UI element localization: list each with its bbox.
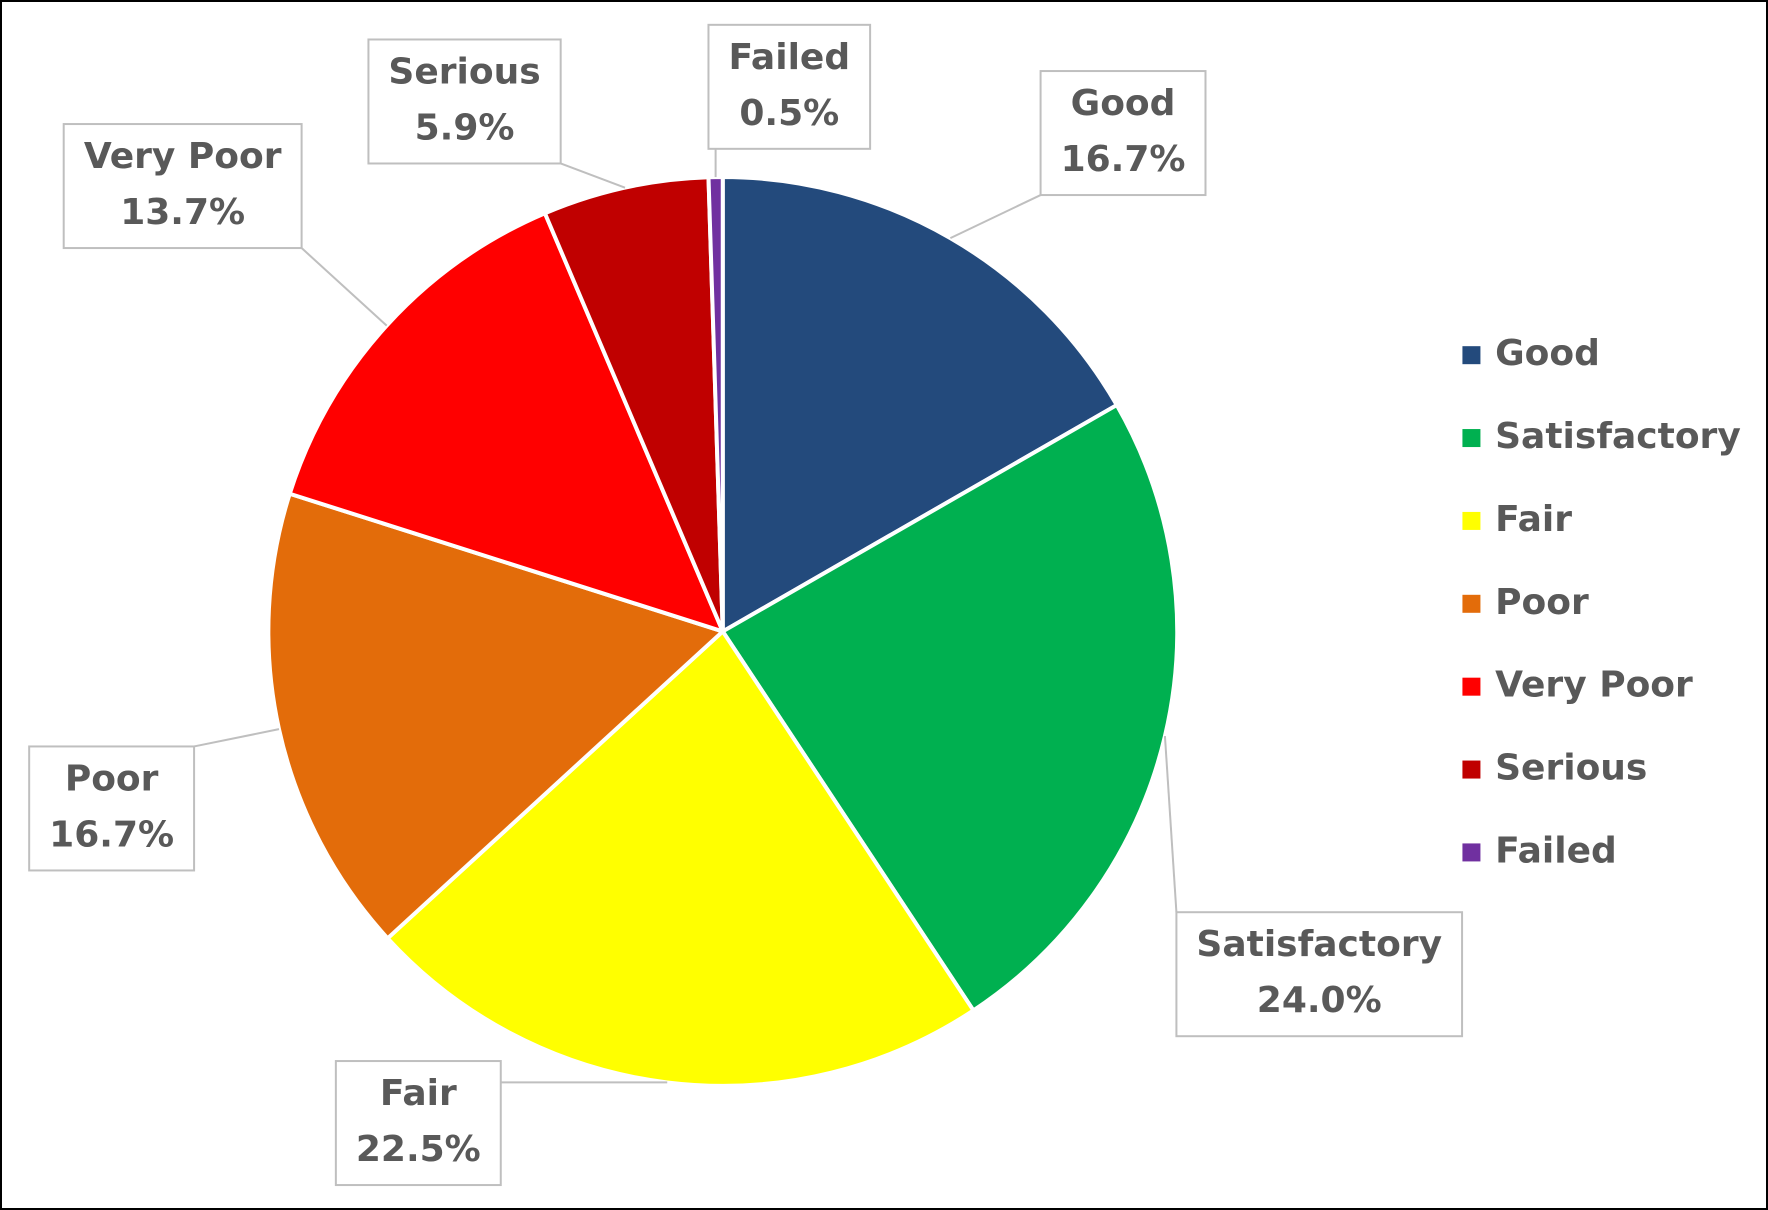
leader-line: [193, 728, 280, 748]
pie-slice: [720, 403, 1180, 1013]
data-label-name: Satisfactory: [1196, 924, 1442, 965]
legend-swatch: [1462, 346, 1481, 365]
data-label-value: 0.5%: [739, 93, 839, 134]
legend-swatch: [1462, 511, 1481, 530]
legend-label: Poor: [1495, 582, 1589, 623]
data-label: Serious 5.9%: [367, 38, 562, 165]
data-label-value: 13.7%: [120, 192, 245, 233]
leader-line: [1163, 736, 1178, 913]
legend-swatch: [1462, 843, 1481, 862]
legend-swatch: [1462, 594, 1481, 613]
leader-line: [560, 162, 626, 189]
data-label-value: 16.7%: [1061, 139, 1186, 180]
legend-label: Satisfactory: [1495, 416, 1741, 457]
data-label-value: 24.0%: [1257, 980, 1382, 1021]
label-box: [1039, 70, 1207, 197]
data-label: Fair 22.5%: [334, 1060, 502, 1187]
leader-line: [949, 194, 1042, 240]
pie-slice: [720, 175, 1119, 634]
label-box: [367, 38, 562, 165]
data-label-value: 5.9%: [415, 107, 515, 148]
pie-slice: [266, 491, 725, 941]
legend-swatch: [1462, 677, 1481, 696]
legend-label: Serious: [1495, 748, 1647, 789]
data-label: Poor 16.7%: [28, 745, 196, 872]
label-box: [334, 1060, 502, 1187]
data-label-name: Serious: [388, 51, 540, 92]
data-label-name: Failed: [728, 37, 850, 78]
data-label-name: Very Poor: [84, 136, 282, 177]
data-label: Satisfactory 24.0%: [1175, 911, 1464, 1038]
legend-label: Failed: [1495, 830, 1617, 871]
data-label: Very Poor 13.7%: [62, 123, 303, 250]
legend-label: Good: [1495, 333, 1600, 374]
data-label-value: 16.7%: [49, 814, 174, 855]
data-label: Failed 0.5%: [707, 23, 872, 150]
data-label: Good 16.7%: [1039, 70, 1207, 197]
pie-slice: [706, 175, 725, 634]
label-box: [28, 745, 196, 872]
data-label-name: Fair: [380, 1073, 457, 1114]
legend-label: Very Poor: [1495, 665, 1693, 706]
leader-line: [300, 247, 388, 327]
data-label-name: Good: [1071, 83, 1176, 124]
pie-slice: [287, 211, 725, 634]
label-box: [707, 23, 872, 150]
data-label-value: 22.5%: [356, 1129, 481, 1170]
pie-slice: [385, 629, 976, 1088]
legend-swatch: [1462, 760, 1481, 779]
legend-label: Fair: [1495, 499, 1572, 540]
label-box: [62, 123, 303, 250]
label-box: [1175, 911, 1464, 1038]
pie-slice: [542, 175, 725, 634]
leader-lines: [193, 148, 1178, 1084]
data-label-name: Poor: [65, 758, 159, 799]
legend-swatch: [1462, 429, 1481, 448]
